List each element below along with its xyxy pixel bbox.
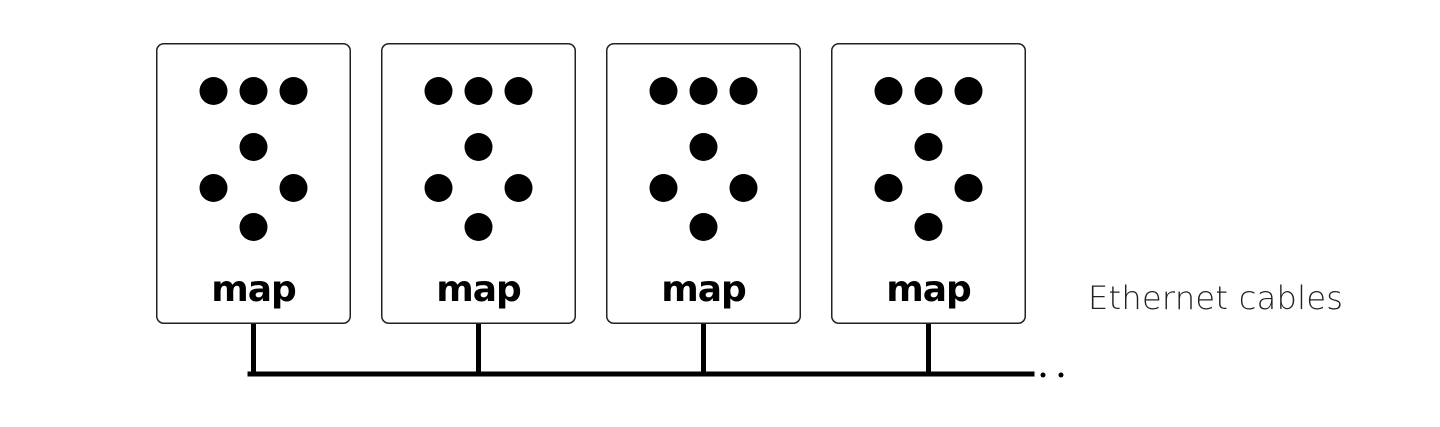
device-led: [954, 77, 983, 105]
device-led: [239, 77, 268, 105]
devices-group: map map map map: [156, 43, 1026, 374]
continuation-dot: [1040, 372, 1046, 378]
device-logo: map: [211, 269, 296, 310]
device-led: [464, 133, 493, 161]
device-led: [239, 133, 268, 161]
device-led: [689, 213, 718, 241]
device-body: [156, 43, 351, 324]
device-led: [649, 77, 678, 105]
device-led: [424, 174, 453, 202]
device-led: [199, 77, 228, 105]
device-led: [689, 77, 718, 105]
ethernet-cables-label: Ethernet cables: [1088, 279, 1344, 317]
device-body: [606, 43, 801, 324]
device-led: [729, 174, 758, 202]
device-led: [239, 213, 268, 241]
device-led: [649, 174, 678, 202]
device-led: [914, 77, 943, 105]
device-led: [914, 133, 943, 161]
device-body: [831, 43, 1026, 324]
device-led: [279, 174, 308, 202]
map-device-1: map: [156, 43, 351, 374]
device-body: [381, 43, 576, 324]
device-logo: map: [661, 269, 746, 310]
device-led: [914, 213, 943, 241]
continuation-dot: [1058, 372, 1064, 378]
device-led: [464, 213, 493, 241]
device-logo: map: [436, 269, 521, 310]
device-led: [874, 174, 903, 202]
device-led: [199, 174, 228, 202]
device-led: [504, 174, 533, 202]
device-led: [729, 77, 758, 105]
map-device-3: map: [606, 43, 801, 374]
device-led: [279, 77, 308, 105]
device-led: [424, 77, 453, 105]
device-led: [689, 133, 718, 161]
device-led: [504, 77, 533, 105]
map-device-4: map: [831, 43, 1026, 374]
device-led: [464, 77, 493, 105]
device-logo: map: [886, 269, 971, 310]
map-device-2: map: [381, 43, 576, 374]
device-led: [954, 174, 983, 202]
device-led: [874, 77, 903, 105]
